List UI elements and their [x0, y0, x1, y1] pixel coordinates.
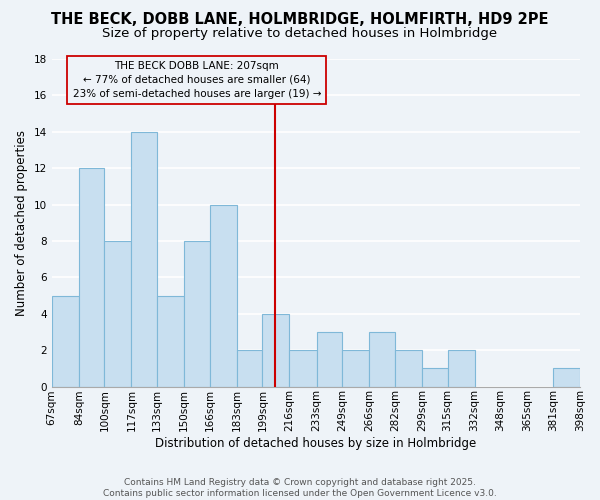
- Bar: [157, 296, 184, 386]
- Bar: [395, 350, 422, 387]
- Text: Size of property relative to detached houses in Holmbridge: Size of property relative to detached ho…: [103, 28, 497, 40]
- Bar: [289, 350, 317, 387]
- Bar: [209, 204, 237, 386]
- Bar: [237, 350, 262, 387]
- Text: THE BECK DOBB LANE: 207sqm
← 77% of detached houses are smaller (64)
23% of semi: THE BECK DOBB LANE: 207sqm ← 77% of deta…: [73, 61, 321, 99]
- Bar: [342, 350, 370, 387]
- Text: Contains HM Land Registry data © Crown copyright and database right 2025.
Contai: Contains HM Land Registry data © Crown c…: [103, 478, 497, 498]
- Bar: [448, 350, 475, 387]
- Bar: [131, 132, 157, 386]
- Bar: [317, 332, 342, 386]
- X-axis label: Distribution of detached houses by size in Holmbridge: Distribution of detached houses by size …: [155, 437, 476, 450]
- Bar: [262, 314, 289, 386]
- Bar: [553, 368, 580, 386]
- Bar: [184, 241, 209, 386]
- Bar: [52, 296, 79, 386]
- Text: THE BECK, DOBB LANE, HOLMBRIDGE, HOLMFIRTH, HD9 2PE: THE BECK, DOBB LANE, HOLMBRIDGE, HOLMFIR…: [51, 12, 549, 28]
- Bar: [79, 168, 104, 386]
- Bar: [370, 332, 395, 386]
- Bar: [104, 241, 131, 386]
- Bar: [422, 368, 448, 386]
- Y-axis label: Number of detached properties: Number of detached properties: [15, 130, 28, 316]
